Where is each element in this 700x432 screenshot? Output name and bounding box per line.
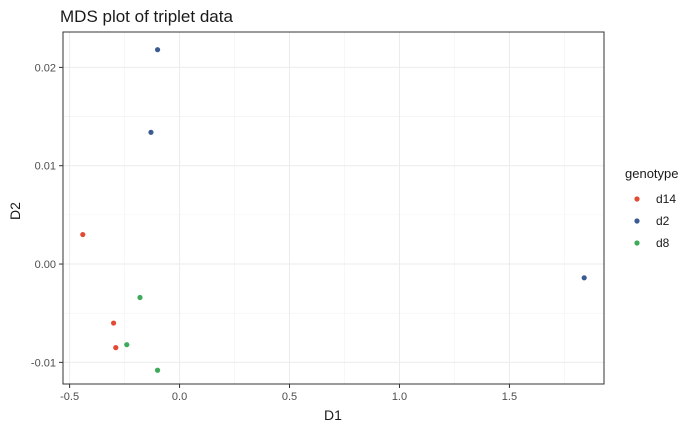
- x-tick-label: 1.0: [392, 391, 407, 403]
- plot-panel: [63, 32, 604, 384]
- legend-label-d2: d2: [656, 214, 670, 228]
- data-point-d8: [124, 342, 130, 348]
- legend: genotype d14 d2 d8: [625, 166, 679, 250]
- y-tick-label: 0.00: [35, 259, 56, 271]
- y-tick-label: 0.01: [35, 161, 56, 173]
- data-point-d2: [148, 129, 154, 135]
- legend-key-d2: [634, 218, 640, 224]
- y-axis: -0.01 0.00 0.01 0.02: [31, 62, 63, 369]
- data-point-d14: [110, 320, 117, 326]
- y-tick-label: 0.02: [35, 62, 56, 74]
- data-point-d14: [80, 231, 86, 238]
- x-tick-label: 1.5: [502, 391, 517, 403]
- x-tick-label: 0.5: [282, 391, 297, 403]
- data-point-d14: [113, 345, 119, 351]
- x-axis: -0.5 0.0 0.5 1.0 1.5: [60, 384, 517, 403]
- data-points: [80, 47, 587, 373]
- data-point-d8: [154, 367, 161, 373]
- x-axis-title: D1: [324, 407, 342, 423]
- data-point-d2: [581, 275, 587, 281]
- x-tick-label: 0.0: [172, 391, 187, 403]
- minor-gridlines: [63, 32, 604, 384]
- legend-items: d14 d2 d8: [634, 192, 676, 250]
- legend-key-d8: [634, 240, 640, 246]
- x-tick-label: -0.5: [60, 391, 79, 403]
- chart-title: MDS plot of triplet data: [60, 7, 233, 26]
- legend-label-d14: d14: [656, 192, 676, 206]
- plot-border: [62, 31, 605, 385]
- legend-title: genotype: [625, 166, 679, 181]
- legend-key-d14: [634, 196, 640, 202]
- major-gridlines: [63, 32, 604, 384]
- data-point-d8: [137, 294, 143, 301]
- legend-label-d8: d8: [656, 236, 670, 250]
- data-point-d2: [154, 47, 161, 53]
- y-tick-label: -0.01: [31, 357, 56, 369]
- y-axis-title: D2: [7, 202, 23, 220]
